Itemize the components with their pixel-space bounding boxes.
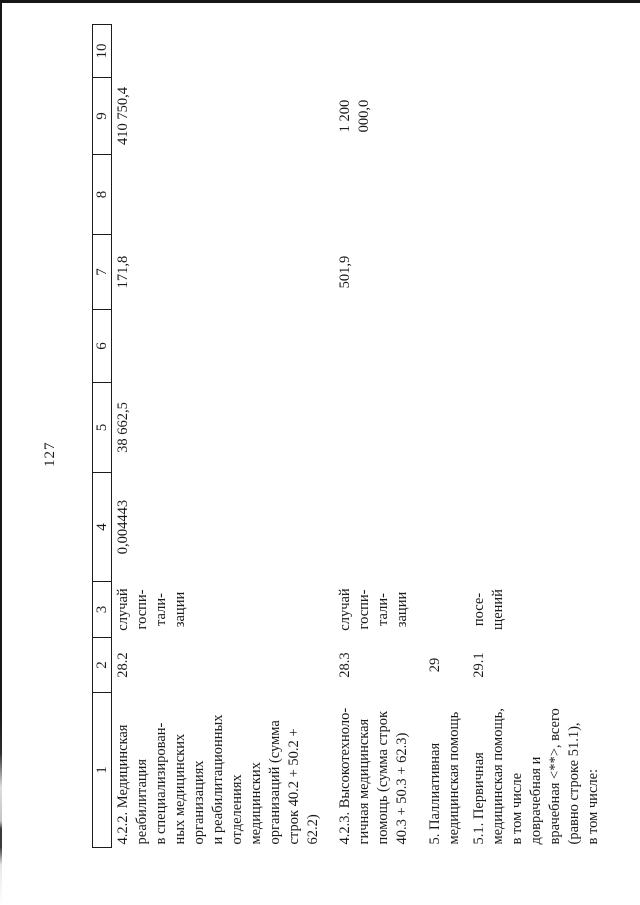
cell-row-number: 28.2 [115, 652, 131, 678]
column-numbers-row: 1 2 3 4 5 6 7 8 9 10 [92, 24, 112, 848]
page-frame-top-line [0, 0, 640, 3]
program-volumes-table: 1 2 3 4 5 6 7 8 9 10 4.2.2. Медицинская … [92, 24, 603, 848]
cell-col5-value [412, 383, 464, 473]
column-number-header: 10 [92, 24, 112, 78]
cell-service-name: 5. Паллиативная медицинская помощь [427, 711, 462, 845]
column-number-header: 9 [92, 77, 112, 155]
cell-col8-value [464, 155, 603, 235]
cell-col5-value: 38 662,5 [115, 402, 131, 453]
cell-col6-value [412, 310, 464, 383]
cell-col7-value [412, 235, 464, 310]
cell-col7-value [464, 235, 603, 310]
cell-col8-value [412, 155, 464, 235]
cell-col4-value [323, 473, 412, 582]
column-number-header: 6 [92, 309, 112, 383]
cell-col10-value [464, 25, 603, 78]
cell-col4-value: 0,004443 [115, 499, 131, 555]
cell-col6-value [323, 310, 412, 383]
column-number-header: 2 [92, 637, 112, 693]
cell-col4-value [464, 473, 603, 582]
page-number: 127 [42, 441, 58, 468]
column-number-header: 1 [92, 692, 112, 848]
cell-service-name: 5.1. Первичная медицинская помощь, в том… [471, 708, 601, 845]
column-number-header: 8 [92, 154, 112, 235]
table-row: 4.2.3. Высокотехноло- гичная медицинская… [323, 25, 412, 848]
cell-row-number: 29.1 [471, 652, 487, 678]
cell-col6-value [112, 310, 324, 383]
cell-row-number: 28.3 [337, 652, 353, 678]
column-number-header: 3 [92, 581, 112, 638]
page-frame-left-line [0, 0, 2, 905]
cell-col10-value [112, 25, 324, 78]
cell-col9-value [412, 78, 464, 155]
cell-col8-value [112, 155, 324, 235]
cell-col10-value [323, 25, 412, 78]
cell-col5-value [464, 383, 603, 473]
cell-col9-value: 1 200 000,0 [337, 99, 372, 133]
cell-unit [412, 582, 464, 638]
cell-unit: случай госпи- тали- зации [115, 588, 188, 631]
cell-col5-value [323, 383, 412, 473]
cell-col4-value [412, 473, 464, 582]
table-row: 5. Паллиативная медицинская помощь 29 [412, 25, 464, 848]
column-number-header: 5 [92, 382, 112, 473]
cell-col7-value: 501,9 [337, 255, 353, 289]
cell-unit: посе- щений [471, 589, 506, 630]
cell-service-name: 4.2.2. Медицинская реабилитация в специа… [115, 714, 321, 845]
cell-service-name: 4.2.3. Высокотехноло- гичная медицинская… [337, 707, 410, 845]
cell-col8-value [323, 155, 412, 235]
cell-col6-value [464, 310, 603, 383]
cell-col10-value [412, 25, 464, 78]
cell-col7-value: 171,8 [115, 255, 131, 289]
cell-unit: случай госпи- тали- зации [337, 588, 410, 631]
cell-col9-value [464, 78, 603, 155]
column-number-header: 4 [92, 472, 112, 582]
column-number-header: 7 [92, 234, 112, 310]
cell-col9-value: 410 750,4 [115, 87, 131, 145]
table-row: 5.1. Первичная медицинская помощь, в том… [464, 25, 603, 848]
table-row: 4.2.2. Медицинская реабилитация в специа… [112, 25, 324, 848]
cell-row-number: 29 [427, 657, 443, 673]
